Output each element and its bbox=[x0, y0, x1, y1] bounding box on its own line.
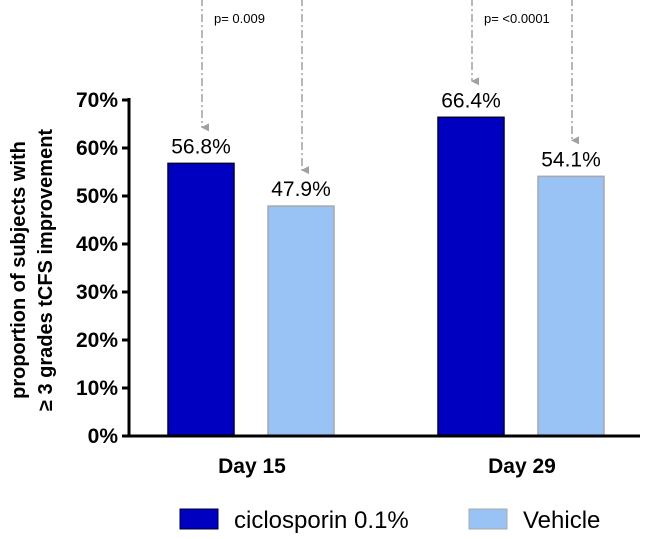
y-axis-label-line2: ≥ 3 grades tCFS improvement bbox=[35, 129, 57, 411]
category-label-day-29: Day 29 bbox=[488, 455, 556, 478]
y-axis-label-line1: proportion of subjects with bbox=[8, 141, 30, 399]
category-label-day-15: Day 15 bbox=[218, 455, 286, 478]
y-tick-label: 40% bbox=[76, 233, 118, 256]
p-value-label: p= 0.009 bbox=[214, 11, 265, 26]
legend-swatch-ciclosporin bbox=[179, 508, 219, 530]
y-tick-label: 50% bbox=[76, 185, 118, 208]
y-tick-label: 0% bbox=[88, 425, 119, 448]
legend-label-vehicle: Vehicle bbox=[523, 507, 600, 534]
y-tick-label: 70% bbox=[76, 89, 118, 112]
legend-swatch-vehicle bbox=[468, 508, 508, 530]
bar-ciclosporin-0-1-day-29 bbox=[437, 116, 505, 437]
bar-vehicle-day-29 bbox=[537, 175, 605, 437]
y-tick-label: 30% bbox=[76, 281, 118, 304]
y-tick-label: 60% bbox=[76, 137, 118, 160]
legend: ciclosporin 0.1% Vehicle bbox=[179, 507, 600, 534]
data-label: 56.8% bbox=[171, 135, 231, 158]
data-label: 66.4% bbox=[441, 89, 501, 112]
data-label: 47.9% bbox=[271, 178, 331, 201]
bar-ciclosporin-0-1-day-15 bbox=[167, 162, 235, 437]
legend-label-ciclosporin: ciclosporin 0.1% bbox=[234, 507, 409, 534]
data-label: 54.1% bbox=[541, 148, 601, 171]
bar-vehicle-day-15 bbox=[267, 205, 335, 437]
y-tick-label: 20% bbox=[76, 329, 118, 352]
y-tick-label: 10% bbox=[76, 377, 118, 400]
p-value-label: p= <0.0001 bbox=[484, 11, 550, 26]
